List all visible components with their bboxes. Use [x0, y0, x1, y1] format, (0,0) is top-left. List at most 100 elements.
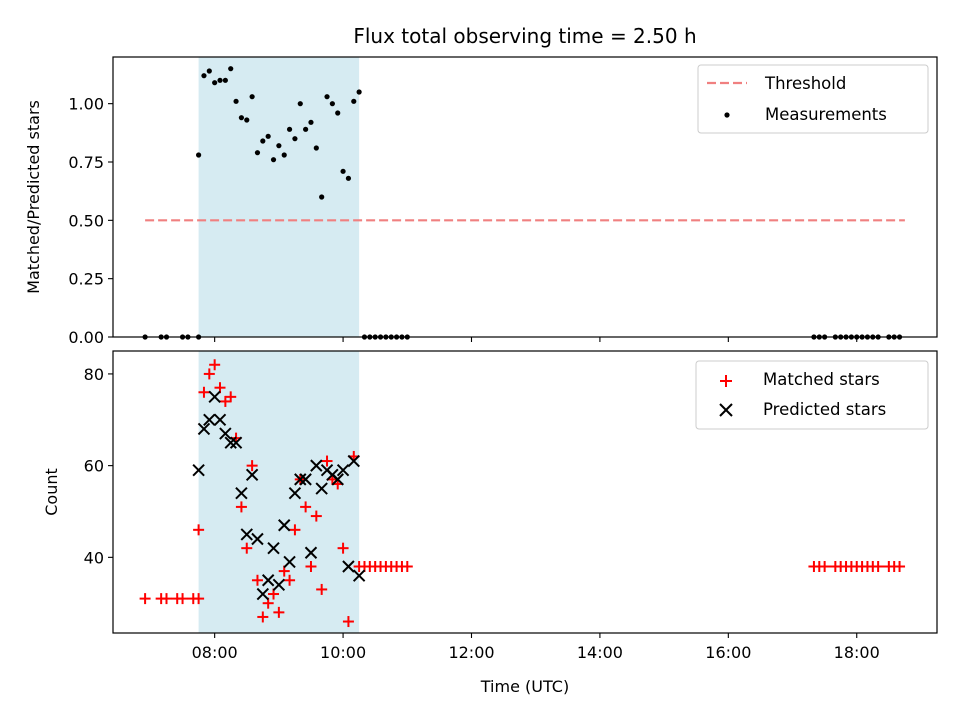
predicted-star-point: [197, 422, 211, 436]
predicted-star-point: [288, 486, 302, 500]
legend-threshold-label: Threshold: [764, 74, 846, 93]
predicted-star-point: [352, 569, 366, 582]
measurement-point: [217, 77, 223, 83]
predicted-star-point: [256, 587, 270, 601]
measurement-point: [297, 101, 303, 107]
matched-star-point: [289, 524, 301, 536]
predicted-star-point: [261, 574, 275, 587]
measurement-point: [254, 150, 261, 156]
measurement-point: [292, 136, 298, 142]
matched-star-point: [177, 593, 189, 605]
measurement-point: [249, 94, 255, 100]
bottom-y-tick-label: 80: [84, 365, 104, 384]
measurement-point: [345, 175, 352, 181]
legend-measurements-label: Measurements: [765, 105, 887, 124]
matched-star-point: [251, 574, 263, 586]
matched-star-point: [246, 460, 258, 472]
matched-star-point: [139, 593, 151, 605]
measurement-point: [281, 152, 287, 158]
measurement-point: [356, 89, 362, 95]
predicted-star-point: [229, 436, 243, 449]
measurement-point: [233, 98, 239, 104]
legend-predicted-swatch: [719, 403, 733, 417]
bottom-x-tick-label: 10:00: [320, 643, 366, 662]
top-y-ticks: 0.00 0.25 0.50 0.75 1.00: [68, 95, 113, 347]
top-legend: Threshold Measurements: [697, 64, 929, 134]
matched-star-point: [300, 501, 312, 513]
measurement-point: [319, 194, 325, 200]
measurement-point: [260, 138, 266, 144]
top-legend-box: [697, 64, 929, 134]
top-y-tick-label: 1.00: [68, 95, 104, 114]
top-x-ticks: [214, 337, 858, 342]
measurement-point: [313, 145, 319, 151]
predicted-star-point: [278, 519, 291, 532]
predicted-star-point: [283, 555, 296, 569]
matched-star-point: [819, 561, 831, 573]
measurement-point: [196, 152, 202, 158]
matched-star-point: [273, 606, 285, 618]
matched-star-point: [235, 501, 247, 513]
bottom-y-tick-label: 40: [84, 548, 104, 567]
matched-star-point: [342, 616, 354, 628]
predicted-star-point: [331, 473, 344, 486]
predicted-star-point: [347, 454, 360, 468]
top-y-tick-label: 0.00: [68, 328, 104, 347]
matched-star-point: [321, 455, 333, 467]
bottom-axes-frame: [112, 350, 938, 634]
top-y-tick-label: 0.25: [68, 270, 104, 289]
predicted-star-point: [235, 486, 248, 500]
legend-measurements-swatch: [724, 112, 730, 118]
measurement-point: [270, 157, 277, 163]
bottom-x-ticks: 08:00 10:00 12:00 14:00 16:00 18:00: [192, 633, 880, 662]
bottom-x-tick-label: 12:00: [448, 643, 494, 662]
matched-star-point: [872, 561, 884, 573]
measurement-point: [335, 110, 341, 116]
matched-star-point: [198, 386, 210, 398]
predicted-star-point: [251, 532, 264, 546]
top-y-tick-label: 0.75: [68, 153, 104, 172]
predicted-star-point: [208, 390, 221, 404]
predicted-star-point: [272, 578, 286, 592]
predicted-star-point: [219, 427, 232, 440]
bottom-y-tick-label: 60: [84, 457, 104, 476]
bottom-observing-span: [198, 351, 360, 633]
x-axis-label: Time (UTC): [480, 677, 569, 696]
measurement-point: [351, 98, 357, 104]
matched-star-point: [257, 611, 269, 623]
measurement-point: [324, 94, 330, 100]
measurement-point: [329, 101, 335, 107]
bottom-legend-box: [695, 360, 929, 430]
measurement-point: [206, 68, 212, 74]
top-observing-span: [198, 57, 360, 337]
matched-star-point: [161, 593, 173, 605]
predicted-star-point: [310, 459, 323, 472]
predicted-star-point: [342, 560, 355, 573]
top-panel: 0.00 0.25 0.50 0.75 1.00 Matched/Predicted s…: [24, 56, 938, 347]
measurement-point: [238, 115, 245, 121]
measurement-point: [265, 133, 271, 139]
matched-star-point: [894, 561, 906, 573]
bottom-y-axis-label: Count: [42, 468, 61, 516]
measurement-point: [340, 168, 346, 174]
bottom-x-tick-label: 08:00: [192, 643, 238, 662]
predicted-star-point: [224, 436, 237, 449]
legend-matched-label: Matched stars: [763, 370, 880, 389]
matched-star-point: [241, 542, 253, 554]
bottom-legend: Matched stars Predicted stars: [695, 360, 929, 430]
predicted-star-point: [294, 473, 307, 486]
top-axes-frame: [112, 56, 938, 338]
legend-predicted-label: Predicted stars: [763, 400, 886, 419]
predicted-star-point: [203, 413, 216, 426]
predicted-star-point: [267, 541, 280, 555]
measurement-point: [286, 126, 293, 132]
measurement-point: [308, 119, 314, 125]
bottom-panel: 40 60 80 08:00 10:00 12:00 14:00 16:00 18:00 Co…: [42, 350, 938, 696]
matched-star-point: [284, 574, 296, 586]
predicted-star-points: [192, 390, 366, 601]
predicted-star-point: [192, 464, 205, 477]
matched-star-point: [193, 593, 205, 605]
predicted-star-point: [299, 473, 312, 486]
matched-star-point: [310, 510, 322, 522]
